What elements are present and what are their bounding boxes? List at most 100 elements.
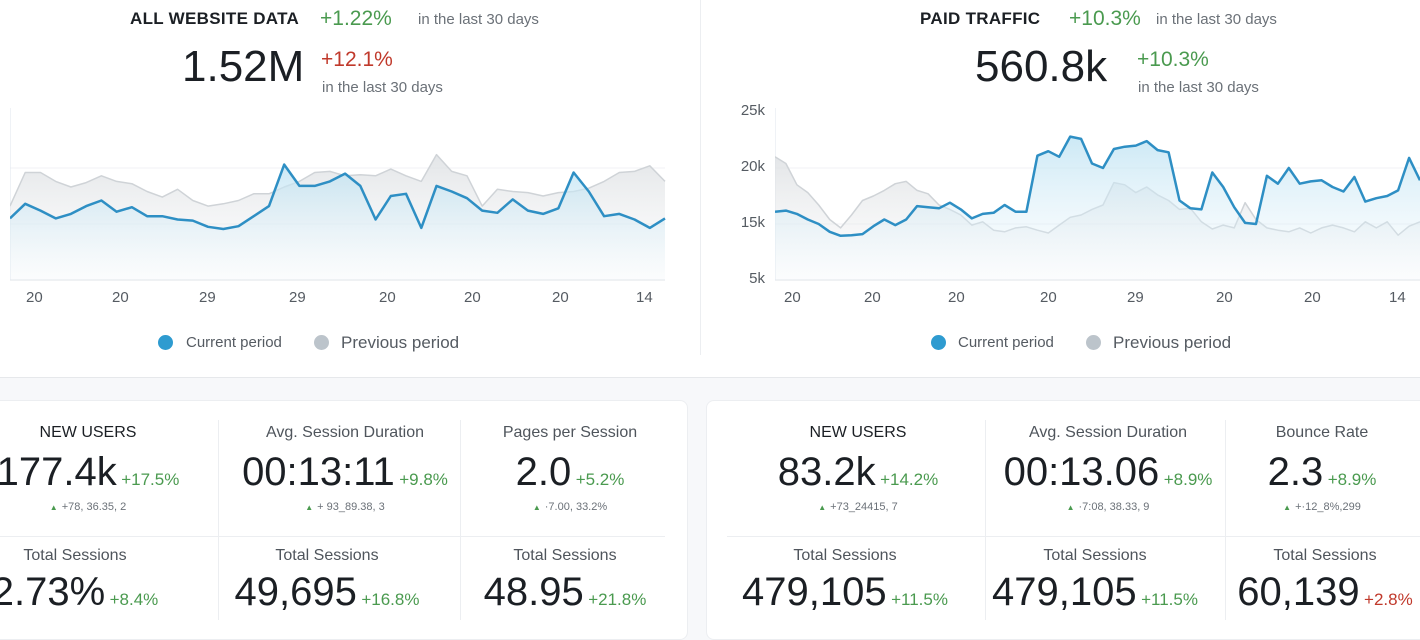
stat-label: Total Sessions xyxy=(1043,547,1147,564)
stat-sub-value: +78, 36.35, 2 xyxy=(61,501,127,513)
left-title-period: in the last 30 days xyxy=(418,11,539,28)
stat-change: +8.9% xyxy=(1327,470,1377,489)
right-value-change: +10.3% xyxy=(1137,48,1209,71)
stat-subtext: ▲ +·12_8%,299 xyxy=(1172,501,1420,513)
stat-value: 479,105 xyxy=(742,570,887,614)
x-tick-label: 29 xyxy=(1127,289,1144,306)
stat-value: 2.0 xyxy=(515,450,572,494)
x-tick-label: 20 xyxy=(784,289,801,306)
previous-series-line xyxy=(10,153,666,207)
right-stat-cell: Bounce Rate 2.3 +8.9% ▲ +·12_8%,299 xyxy=(1172,424,1420,513)
stat-label: Total Sessions xyxy=(275,547,379,564)
x-tick-label: 29 xyxy=(199,289,216,306)
x-tick-label: 20 xyxy=(464,289,481,306)
x-tick-label: 20 xyxy=(1040,289,1057,306)
stat-change: +8.9% xyxy=(1163,470,1213,489)
left-stat-cell: Total Sessions 48.95 +21.8% xyxy=(415,547,715,615)
stat-sub-value: ·7:08, 38.33, 9 xyxy=(1078,501,1150,513)
left-value-change: +12.1% xyxy=(321,48,393,71)
x-tick-label: 20 xyxy=(864,289,881,306)
stat-label: Total Sessions xyxy=(23,547,127,564)
top-panel xyxy=(0,377,1420,378)
stat-value: 2.3 xyxy=(1267,450,1324,494)
stat-value: 83.2k xyxy=(777,450,876,494)
current-series-area xyxy=(10,164,665,280)
stat-label: Total Sessions xyxy=(1273,547,1377,564)
stat-subtext: ▲ +73_24415, 7 xyxy=(708,501,1008,513)
left-big-value: 1.52M xyxy=(182,42,305,91)
x-tick-label: 20 xyxy=(552,289,569,306)
stat-label: Avg. Session Duration xyxy=(265,424,424,441)
divider xyxy=(0,536,665,537)
stat-sub-value: ·7.00, 33.2% xyxy=(544,501,608,513)
stat-value: 60,139 xyxy=(1237,570,1360,614)
divider xyxy=(460,420,461,620)
stat-change: +14.2% xyxy=(880,470,939,489)
left-chart xyxy=(10,108,666,281)
stat-change: +21.8% xyxy=(588,590,647,609)
stat-label: Total Sessions xyxy=(793,547,897,564)
legend-previous-label[interactable]: Previous period xyxy=(341,333,460,352)
x-tick-label: 20 xyxy=(112,289,129,306)
legend-current-dot xyxy=(931,335,946,350)
stat-label: Pages per Session xyxy=(502,424,638,441)
x-tick-label: 29 xyxy=(289,289,306,306)
up-triangle-icon: ▲ xyxy=(1283,503,1292,512)
y-tick-label: 15k xyxy=(740,214,765,231)
legend-current-dot xyxy=(158,335,173,350)
left-stats-card xyxy=(0,400,688,640)
stat-label: Avg. Session Duration xyxy=(1028,424,1187,441)
stat-subtext: ▲ ·7:08, 38.33, 9 xyxy=(958,501,1258,513)
stat-value: 00:13.06 xyxy=(1003,450,1160,494)
right-chart xyxy=(775,108,1420,281)
x-tick-label: 14 xyxy=(636,289,653,306)
y-tick-label: 20k xyxy=(740,158,765,175)
stat-subtext: ▲ ·7.00, 33.2% xyxy=(420,501,720,513)
x-tick-label: 20 xyxy=(1216,289,1233,306)
right-title-period: in the last 30 days xyxy=(1156,11,1277,28)
right-stat-cell: Total Sessions 479,105 +11.5% xyxy=(695,547,995,615)
divider xyxy=(1225,420,1226,620)
right-stat-cell: Avg. Session Duration 00:13.06 +8.9% ▲ ·7:0… xyxy=(958,424,1258,513)
right-stats-card xyxy=(706,400,1420,640)
stat-change: +5.2% xyxy=(575,470,625,489)
x-tick-label: 20 xyxy=(1304,289,1321,306)
legend-current-label[interactable]: Current period xyxy=(958,334,1054,351)
stat-value: 479,105 xyxy=(992,570,1137,614)
stat-sub-value: + 93_89.38, 3 xyxy=(317,501,385,513)
up-triangle-icon: ▲ xyxy=(818,503,827,512)
stat-label: Total Sessions xyxy=(513,547,617,564)
stat-value: 48.95 xyxy=(483,570,584,614)
up-triangle-icon: ▲ xyxy=(532,503,541,512)
stat-change: +16.8% xyxy=(361,590,420,609)
left-title-change: +1.22% xyxy=(320,7,392,30)
stat-change: +11.5% xyxy=(1141,590,1198,609)
divider xyxy=(727,536,1420,537)
stat-label: NEW USERS xyxy=(809,424,907,441)
stat-sub-value: +73_24415, 7 xyxy=(830,501,898,513)
left-stat-cell: Total Sessions 2.73% +8.4% xyxy=(0,547,225,615)
left-title: ALL WEBSITE DATA xyxy=(130,9,300,28)
stat-value: 49,695 xyxy=(234,570,357,614)
stat-value: 177.4k xyxy=(0,450,117,494)
legend-previous-label[interactable]: Previous period xyxy=(1113,333,1232,352)
left-stat-cell: NEW USERS 177.4k +17.5% ▲ +78, 36.35, 2 xyxy=(0,424,238,513)
stat-change: +2.8% xyxy=(1364,590,1413,609)
right-stat-cell: NEW USERS 83.2k +14.2% ▲ +73_24415, 7 xyxy=(708,424,1008,513)
stat-sub-value: +·12_8%,299 xyxy=(1295,501,1361,513)
stat-change: +17.5% xyxy=(121,470,180,489)
stat-label: Bounce Rate xyxy=(1275,424,1369,441)
x-tick-label: 20 xyxy=(948,289,965,306)
right-big-value: 560.8k xyxy=(975,42,1108,91)
current-series-area xyxy=(775,136,1420,280)
stat-value: 00:13:11 xyxy=(242,450,395,494)
up-triangle-icon: ▲ xyxy=(1066,503,1075,512)
legend-current-label[interactable]: Current period xyxy=(186,334,282,351)
up-triangle-icon: ▲ xyxy=(305,503,314,512)
stat-change: +9.8% xyxy=(399,470,448,489)
right-title: PAID TRAFFIC xyxy=(920,9,1041,28)
up-triangle-icon: ▲ xyxy=(49,503,58,512)
divider xyxy=(985,420,986,620)
stat-value: 2.73% xyxy=(0,570,106,614)
current-series-line xyxy=(10,163,666,231)
